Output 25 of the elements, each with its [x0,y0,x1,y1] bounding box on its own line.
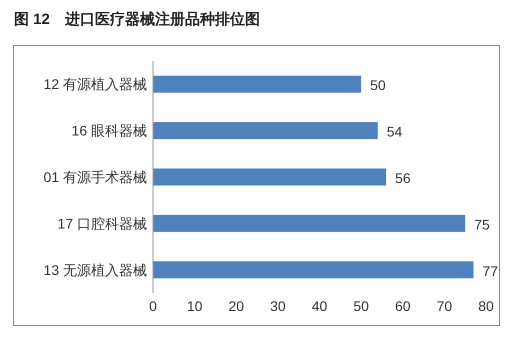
x-tick-label: 70 [436,298,452,314]
data-label: 77 [482,262,498,279]
y-tick-label: 13 无源植入器械 [44,262,147,278]
x-tick-label: 0 [149,298,158,314]
x-tick-label: 40 [312,298,328,314]
data-label: 50 [370,77,386,94]
x-tick-label: 20 [228,298,244,314]
x-tick-label: 50 [353,298,370,314]
x-tick-label: 30 [270,298,286,314]
x-tick-label: 10 [186,298,203,314]
y-tick-label: 17 口腔科器械 [58,215,147,232]
bar [153,261,474,278]
y-tick-label: 01 有源手术器械 [44,169,147,185]
y-tick-label: 12 有源植入器械 [44,76,147,92]
bar [153,76,362,93]
bar [153,122,378,140]
data-label: 54 [386,124,403,140]
x-tick-label: 80 [478,298,494,314]
bar [153,168,386,186]
bar [153,214,466,232]
chart-title: 图 12 进口医疗器械注册品种排位图 [14,10,260,28]
y-tick-label: 16 眼科器械 [72,122,147,139]
data-label: 56 [395,170,411,186]
data-label: 75 [474,216,490,232]
x-tick-label: 60 [394,298,411,314]
